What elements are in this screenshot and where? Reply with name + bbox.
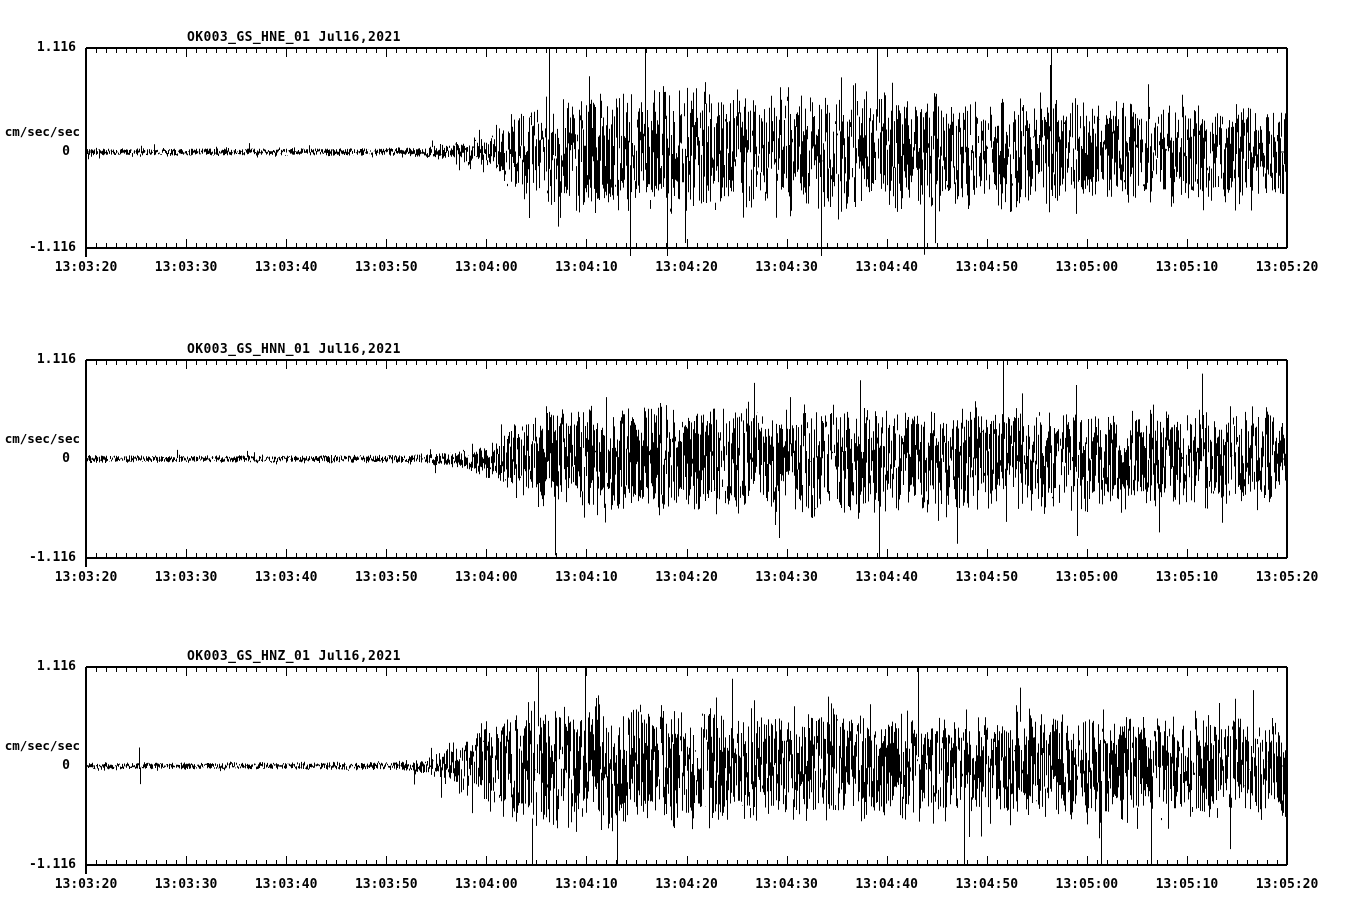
x-tick-label-hnz-9: 13:04:50 bbox=[955, 877, 1019, 892]
plot-frame bbox=[85, 47, 1288, 249]
x-tick-label-hne-4: 13:04:00 bbox=[455, 260, 518, 275]
x-tick-label-hnz-0: 13:03:20 bbox=[54, 877, 118, 892]
x-tick-label-hnn-10: 13:05:00 bbox=[1055, 570, 1119, 585]
y-tick-max-hne: 1.116 bbox=[36, 40, 76, 55]
x-tick-label-hne-0: 13:03:20 bbox=[54, 260, 118, 275]
x-tick-label-hnn-8: 13:04:40 bbox=[855, 570, 918, 585]
x-tick-label-hne-6: 13:04:20 bbox=[655, 260, 718, 275]
y-axis-unit-label-hne: cm/sec/sec bbox=[4, 124, 80, 139]
x-tick-label-hnn-12: 13:05:20 bbox=[1255, 570, 1319, 585]
panel-title-hnn: OK003_GS_HNN_01 Jul16,2021 bbox=[187, 342, 401, 357]
y-tick-min-hnz: -1.116 bbox=[29, 857, 76, 872]
x-tick-label-hnn-4: 13:04:00 bbox=[455, 570, 518, 585]
axis-ticks bbox=[86, 48, 1287, 248]
x-tick-label-hnz-2: 13:03:40 bbox=[254, 877, 318, 892]
x-tick-label-hnn-6: 13:04:20 bbox=[655, 570, 718, 585]
x-tick-label-hne-2: 13:03:40 bbox=[254, 260, 318, 275]
x-tick-label-hnn-5: 13:04:10 bbox=[555, 570, 618, 585]
x-tick-label-hne-5: 13:04:10 bbox=[555, 260, 618, 275]
x-tick-label-hnn-7: 13:04:30 bbox=[755, 570, 818, 585]
x-tick-label-hnz-1: 13:03:30 bbox=[154, 877, 218, 892]
waveform-trace-hnz bbox=[86, 667, 1287, 865]
y-tick-zero-hne: 0 bbox=[62, 144, 70, 159]
y-tick-min-hne: -1.116 bbox=[29, 240, 76, 255]
y-tick-max-hnz: 1.116 bbox=[36, 659, 76, 674]
axis-ticks bbox=[86, 667, 1287, 865]
y-axis-unit-label-hnn: cm/sec/sec bbox=[4, 431, 80, 446]
x-tick-label-hnz-11: 13:05:10 bbox=[1155, 877, 1219, 892]
x-tick-label-hnn-3: 13:03:50 bbox=[354, 570, 418, 585]
waveform-trace-hne bbox=[86, 48, 1287, 256]
x-tick-label-hne-1: 13:03:30 bbox=[154, 260, 218, 275]
panel-title-hne: OK003_GS_HNE_01 Jul16,2021 bbox=[187, 30, 401, 45]
x-tick-label-hnn-11: 13:05:10 bbox=[1155, 570, 1219, 585]
x-tick-label-hnz-10: 13:05:00 bbox=[1055, 877, 1119, 892]
x-tick-label-hnz-5: 13:04:10 bbox=[555, 877, 618, 892]
waveform-trace-hnn bbox=[86, 360, 1287, 558]
x-tick-label-hnz-4: 13:04:00 bbox=[455, 877, 518, 892]
x-tick-label-hnn-9: 13:04:50 bbox=[955, 570, 1019, 585]
y-tick-zero-hnn: 0 bbox=[62, 451, 70, 466]
panel-title-hnz: OK003_GS_HNZ_01 Jul16,2021 bbox=[187, 649, 401, 664]
x-tick-label-hne-3: 13:03:50 bbox=[354, 260, 418, 275]
y-tick-max-hnn: 1.116 bbox=[36, 352, 76, 367]
y-tick-min-hnn: -1.116 bbox=[29, 550, 76, 565]
x-tick-label-hnz-3: 13:03:50 bbox=[354, 877, 418, 892]
x-tick-label-hne-9: 13:04:50 bbox=[955, 260, 1019, 275]
x-tick-label-hnz-12: 13:05:20 bbox=[1255, 877, 1319, 892]
x-tick-label-hnz-7: 13:04:30 bbox=[755, 877, 818, 892]
x-tick-label-hnz-8: 13:04:40 bbox=[855, 877, 918, 892]
x-tick-label-hne-12: 13:05:20 bbox=[1255, 260, 1319, 275]
x-tick-label-hnz-6: 13:04:20 bbox=[655, 877, 718, 892]
x-tick-label-hne-7: 13:04:30 bbox=[755, 260, 818, 275]
x-tick-label-hne-10: 13:05:00 bbox=[1055, 260, 1119, 275]
x-tick-label-hnn-1: 13:03:30 bbox=[154, 570, 218, 585]
axis-ticks bbox=[86, 360, 1287, 558]
x-tick-label-hne-8: 13:04:40 bbox=[855, 260, 918, 275]
x-tick-label-hne-11: 13:05:10 bbox=[1155, 260, 1219, 275]
y-tick-zero-hnz: 0 bbox=[62, 758, 70, 773]
x-tick-label-hnn-2: 13:03:40 bbox=[254, 570, 318, 585]
x-tick-label-hnn-0: 13:03:20 bbox=[54, 570, 118, 585]
plot-frame bbox=[85, 359, 1288, 559]
plot-frame bbox=[85, 666, 1288, 866]
y-axis-unit-label-hnz: cm/sec/sec bbox=[4, 738, 80, 753]
